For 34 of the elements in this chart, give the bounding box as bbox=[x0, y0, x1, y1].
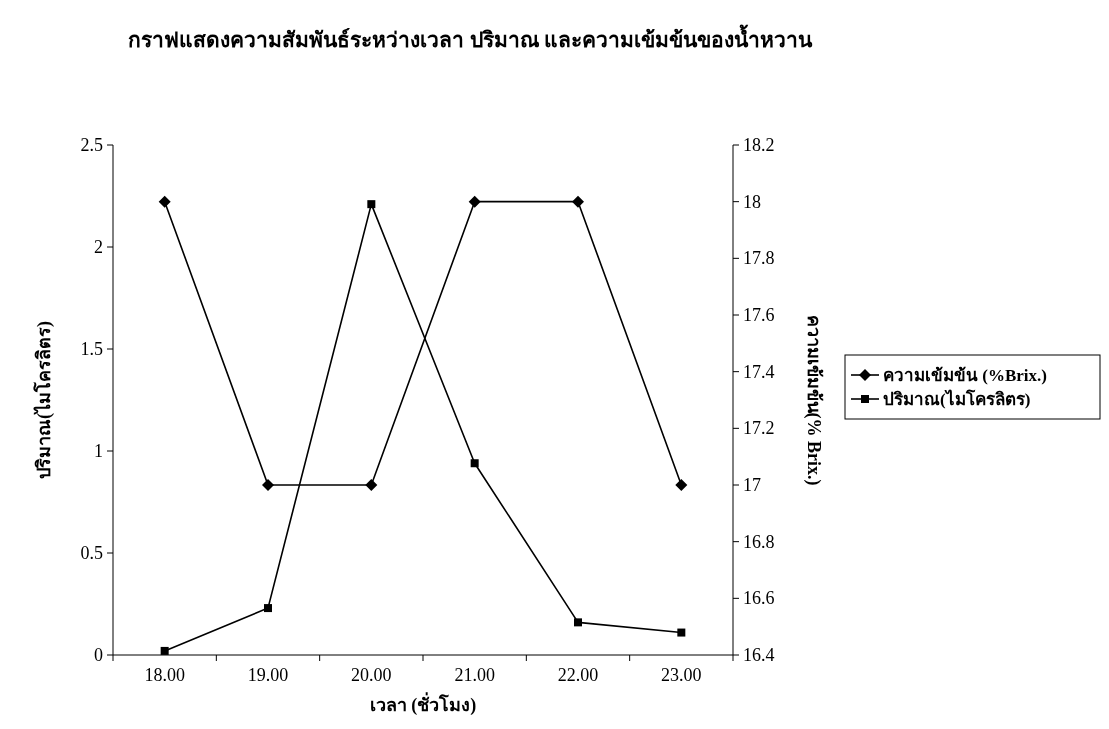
x-tick-label: 22.00 bbox=[557, 665, 599, 685]
y2-tick-label: 17 bbox=[743, 475, 761, 495]
x-tick-label: 18.00 bbox=[144, 665, 185, 685]
y2-tick-label: 18.2 bbox=[743, 135, 775, 155]
y-tick-label: 1.5 bbox=[80, 339, 103, 359]
point bbox=[160, 646, 169, 655]
y2-tick-label: 16.4 bbox=[743, 645, 775, 665]
x-tick-label: 20.00 bbox=[351, 665, 392, 685]
legend-label: ปริมาณ(ไมโครลิตร) bbox=[883, 389, 1031, 409]
point bbox=[574, 618, 582, 627]
y2-tick-label: 17.6 bbox=[743, 305, 775, 325]
y2-tick-label: 17.8 bbox=[743, 248, 775, 269]
point bbox=[677, 628, 686, 637]
point bbox=[264, 604, 272, 613]
x-tick-label: 23.00 bbox=[661, 665, 702, 685]
y-axis-title: ปริมาณ(ไมโครลิตร) bbox=[33, 321, 55, 479]
y2-axis-title: ความเข้มข้น(% Brix.) bbox=[803, 314, 824, 486]
x-tick-label: 19.00 bbox=[247, 665, 289, 685]
y-tick-label: 0.5 bbox=[80, 543, 103, 563]
point bbox=[367, 200, 376, 209]
x-axis-title: เวลา (ชั่วโมง) bbox=[369, 692, 477, 716]
legend-label: ความเข้มข้น (%Brix.) bbox=[883, 366, 1047, 385]
y-tick-label: 2.5 bbox=[80, 135, 103, 155]
chart-title: กราฟแสดงความสัมพันธ์ระหว่างเวลา ปริมาณ และความเข้มข้นของน้ำหวาน bbox=[128, 24, 813, 52]
y2-tick-label: 16.8 bbox=[743, 531, 775, 552]
y2-tick-label: 16.6 bbox=[743, 588, 775, 609]
y-tick-label: 0 bbox=[94, 645, 103, 665]
y2-tick-label: 17.2 bbox=[743, 418, 775, 439]
y2-tick-label: 18 bbox=[743, 191, 761, 212]
y-tick-label: 2 bbox=[94, 237, 103, 257]
y-tick-label: 1 bbox=[94, 441, 103, 461]
y2-tick-label: 17.4 bbox=[743, 361, 775, 382]
point bbox=[470, 459, 479, 468]
x-tick-label: 21.00 bbox=[454, 665, 495, 685]
